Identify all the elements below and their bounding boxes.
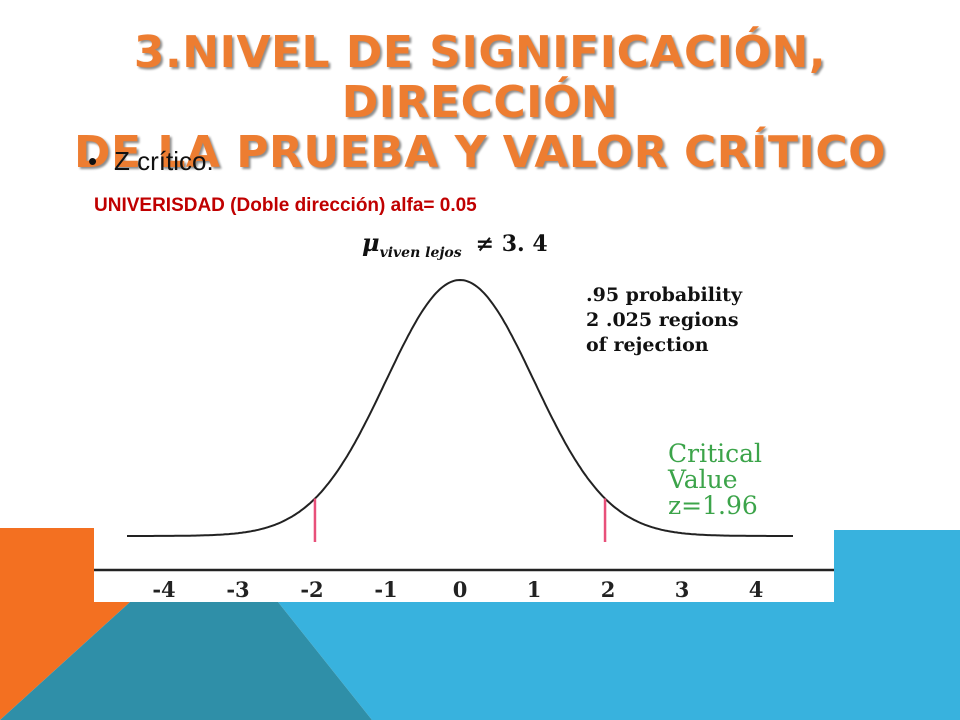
critical-line-3: z=1.96	[668, 491, 758, 520]
teal-shape	[0, 602, 372, 720]
slide-title: 3.NIVEL DE SIGNIFICACIÓN, DIRECCIÓN DE L…	[40, 28, 920, 178]
orange-shape	[0, 528, 130, 720]
blue-shape-bottom	[278, 602, 834, 720]
bullet-text: Z crítico.	[114, 146, 214, 176]
formula-subscript: viven lejos	[379, 245, 462, 261]
formula-mu: μ	[362, 228, 380, 257]
probability-note: .95 probability 2 .025 regions of reject…	[586, 283, 742, 358]
x-tick-label: -4	[152, 577, 175, 602]
x-tick-label: 4	[749, 577, 764, 602]
bullet-item: • Z crítico.	[88, 146, 214, 177]
note-line-2: 2 .025 regions	[586, 309, 739, 331]
x-tick-label: -2	[300, 577, 323, 602]
x-tick-label: -3	[226, 577, 249, 602]
x-tick-label: -1	[374, 577, 397, 602]
critical-value-note: Critical Value z=1.96	[668, 441, 762, 519]
normal-curve	[127, 278, 793, 537]
x-tick-label: 3	[675, 577, 690, 602]
critical-line-1: Critical	[668, 439, 763, 468]
normal-distribution-chart: -4 -3 -2 -1 0 1 2 3 4	[94, 268, 834, 602]
hypothesis-formula: μviven lejos ≠ 3. 4	[362, 228, 548, 261]
title-line-2: DE LA PRUEBA Y VALOR CRÍTICO	[73, 127, 887, 178]
formula-inequality: ≠ 3. 4	[475, 231, 548, 257]
x-tick-label: 2	[601, 577, 616, 602]
title-line-1: 3.NIVEL DE SIGNIFICACIÓN, DIRECCIÓN	[133, 27, 827, 128]
note-line-1: .95 probability	[586, 284, 742, 306]
blue-shape-right	[834, 530, 960, 720]
x-tick-label: 0	[453, 577, 468, 602]
chart-svg: -4 -3 -2 -1 0 1 2 3 4	[94, 278, 834, 602]
bullet-dot: •	[88, 146, 98, 176]
critical-line-2: Value	[668, 465, 738, 494]
test-description: UNIVERISDAD (Doble dirección) alfa= 0.05	[94, 195, 477, 216]
x-tick-label: 1	[527, 577, 542, 602]
note-line-3: of rejection	[586, 334, 709, 356]
